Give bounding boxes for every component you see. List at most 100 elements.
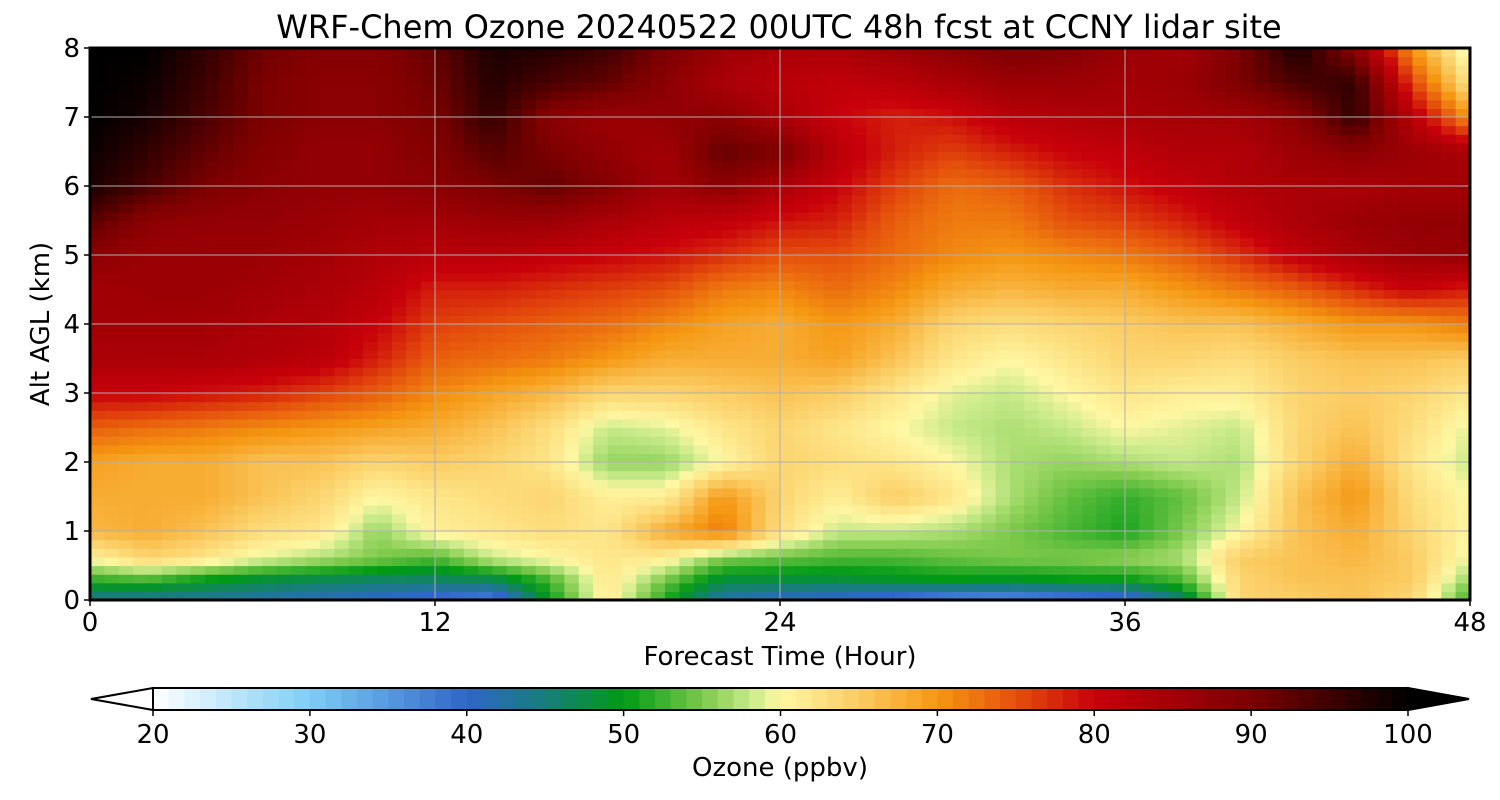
heatmap-cell [650, 315, 666, 325]
heatmap-cell [205, 427, 220, 437]
heatmap-cell [1110, 522, 1126, 532]
heatmap-cell [1254, 548, 1270, 558]
heatmap-cell [1053, 186, 1069, 196]
heatmap-cell [133, 556, 149, 567]
heatmap-cell [823, 263, 839, 273]
heatmap-cell [1182, 255, 1198, 265]
heatmap-cell [1010, 332, 1025, 342]
heatmap-cell [276, 410, 292, 420]
heatmap-cell [909, 341, 925, 351]
heatmap-cell [909, 237, 925, 247]
heatmap-cell [966, 186, 982, 196]
heatmap-cell [621, 556, 637, 567]
heatmap-cell [636, 574, 652, 584]
heatmap-cell [1383, 470, 1399, 480]
heatmap-cell [1412, 418, 1428, 429]
heatmap-cell [1096, 496, 1112, 506]
heatmap-cell [1297, 505, 1313, 515]
heatmap-cell [780, 194, 795, 204]
heatmap-cell [909, 513, 925, 523]
heatmap-cell [679, 306, 695, 316]
heatmap-cell [1010, 418, 1025, 429]
heatmap-cell [190, 306, 206, 316]
heatmap-cell [1355, 531, 1370, 541]
heatmap-cell [736, 306, 752, 316]
heatmap-cell [1311, 341, 1327, 351]
heatmap-cell [90, 237, 105, 247]
heatmap-cell [837, 453, 853, 463]
heatmap-cell [1340, 324, 1356, 334]
heatmap-cell [1125, 487, 1140, 498]
heatmap-cell [161, 160, 177, 170]
heatmap-cell [262, 393, 278, 403]
heatmap-cell [1455, 349, 1471, 360]
heatmap-cell [708, 418, 724, 429]
heatmap-cell [478, 349, 494, 360]
heatmap-cell [291, 556, 307, 567]
heatmap-cell [751, 289, 767, 299]
heatmap-cell [621, 522, 637, 532]
heatmap-cell [981, 220, 997, 230]
heatmap-cell [205, 263, 220, 273]
heatmap-cell [406, 203, 422, 213]
heatmap-cell [463, 384, 479, 394]
heatmap-cell [248, 211, 264, 222]
heatmap-cell [736, 427, 752, 437]
heatmap-cell [291, 591, 307, 601]
heatmap-cell [1225, 591, 1241, 601]
heatmap-cell [693, 160, 709, 170]
heatmap-cell [535, 151, 551, 161]
heatmap-cell [808, 280, 824, 291]
heatmap-cell [1412, 505, 1428, 515]
heatmap-cell [938, 211, 954, 222]
heatmap-cell [1024, 436, 1040, 446]
heatmap-cell [334, 401, 350, 411]
heatmap-cell [1240, 505, 1255, 515]
heatmap-cell [607, 298, 623, 308]
heatmap-cell [377, 341, 393, 351]
heatmap-cell [205, 298, 220, 308]
heatmap-cell [722, 160, 738, 170]
heatmap-cell [1182, 168, 1198, 178]
heatmap-cell [564, 255, 580, 265]
heatmap-cell [1340, 272, 1356, 282]
heatmap-cell [219, 453, 235, 463]
heatmap-cell [794, 556, 810, 567]
heatmap-cell [837, 194, 853, 204]
heatmap-cell [1196, 505, 1212, 515]
heatmap-cell [334, 177, 350, 187]
heatmap-cell [808, 410, 824, 420]
heatmap-cell [334, 470, 350, 480]
heatmap-cell [1168, 418, 1184, 429]
heatmap-cell [262, 548, 278, 558]
heatmap-cell [348, 324, 364, 334]
heatmap-cell [305, 177, 321, 187]
heatmap-cell [736, 194, 752, 204]
heatmap-cell [205, 487, 220, 498]
heatmap-cell [1168, 211, 1184, 222]
heatmap-cell [449, 246, 465, 256]
heatmap-cell [334, 306, 350, 316]
heatmap-cell [1153, 203, 1169, 213]
heatmap-cell [104, 410, 120, 420]
heatmap-cell [1283, 358, 1299, 368]
heatmap-cell [1297, 582, 1313, 592]
heatmap-cell [449, 263, 465, 273]
heatmap-cell [880, 522, 896, 532]
heatmap-cell [1024, 160, 1040, 170]
heatmap-cell [693, 539, 709, 549]
heatmap-cell [262, 211, 278, 222]
heatmap-cell [1168, 324, 1184, 334]
heatmap-cell [1125, 591, 1140, 601]
heatmap-cell [1340, 168, 1356, 178]
heatmap-cell [161, 410, 177, 420]
heatmap-cell [435, 487, 450, 498]
heatmap-cell [406, 496, 422, 506]
heatmap-cell [981, 436, 997, 446]
heatmap-cell [923, 444, 939, 454]
heatmap-cell [1412, 462, 1428, 472]
heatmap-cell [391, 186, 407, 196]
heatmap-cell [305, 565, 321, 575]
heatmap-cell [521, 548, 537, 558]
heatmap-cell [1283, 418, 1299, 429]
